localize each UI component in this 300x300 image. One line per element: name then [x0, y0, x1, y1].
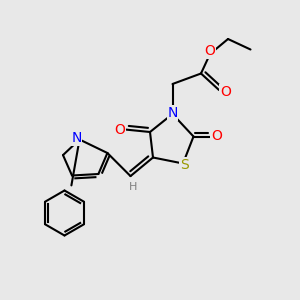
Text: N: N [167, 106, 178, 120]
Text: N: N [71, 131, 82, 145]
Text: O: O [220, 85, 231, 98]
Text: O: O [205, 44, 215, 58]
Text: H: H [129, 182, 138, 192]
Text: S: S [180, 158, 189, 172]
Text: O: O [114, 123, 125, 136]
Text: O: O [211, 130, 222, 143]
